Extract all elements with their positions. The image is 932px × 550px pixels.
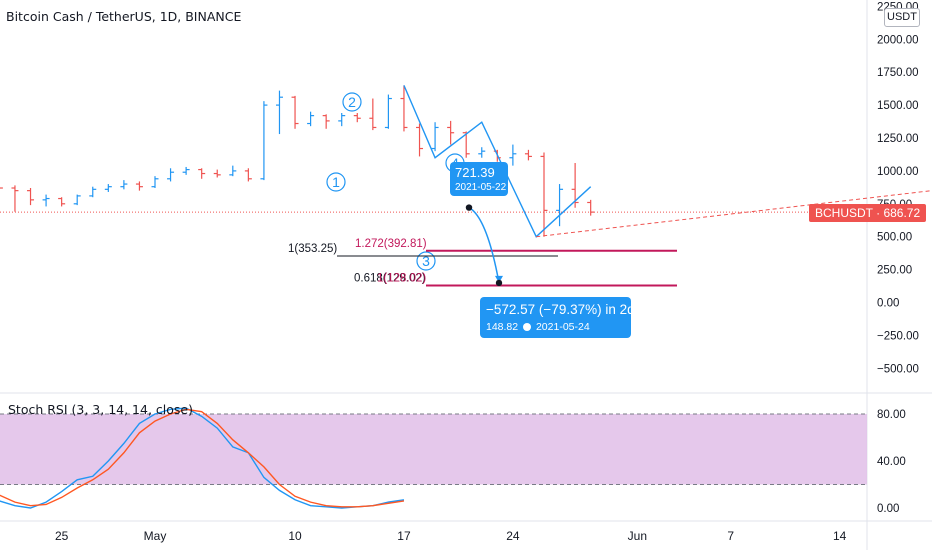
stoch-tick-label: 0.00 — [877, 503, 899, 515]
measure-start-label[interactable]: 721.39 2021-05-22 — [450, 162, 508, 196]
wave-label-circle — [326, 172, 346, 192]
price-tick-label: 1250.00 — [877, 133, 919, 145]
currency-badge[interactable]: USDT — [884, 8, 920, 27]
fib-label-0618-overlap: 1(128.02) — [377, 273, 426, 285]
price-tick-label: −250.00 — [877, 330, 919, 342]
measure-start-date: 2021-05-22 — [455, 182, 507, 193]
stoch-band-fill — [0, 414, 867, 485]
measure-start-price: 721.39 — [455, 165, 495, 180]
measure-result-label[interactable]: −572.57 (−79.37%) in 2d 148.82 2021-05-2… — [480, 297, 635, 338]
measure-end-date: 2021-05-24 — [535, 321, 590, 333]
current-price-tag: BCHUSDT · 686.72 — [809, 204, 927, 222]
price-tick-label: 1000.00 — [877, 166, 919, 178]
price-tick-label: 1750.00 — [877, 67, 919, 79]
time-tick-label: 10 — [288, 529, 302, 543]
fib-label-1: 1(353.25) — [288, 243, 337, 255]
stoch-tick-label: 80.00 — [877, 409, 906, 421]
price-tick-label: 500.00 — [877, 232, 912, 244]
wave-label-circle — [416, 251, 436, 271]
measure-end-price: 148.82 — [486, 321, 519, 333]
measure-end-row: 148.82 2021-05-24 — [486, 321, 590, 333]
projection-arrow-head — [495, 275, 503, 283]
stoch-tick-label: 40.00 — [877, 456, 906, 468]
time-tick-label: 25 — [55, 529, 69, 543]
projection-end-dot — [495, 279, 503, 287]
price-tick-label: −500.00 — [877, 363, 919, 375]
fib-label-1272: 1.272(392.81) — [355, 238, 427, 250]
measure-change: −572.57 (−79.37%) in 2d — [486, 302, 635, 317]
chart-title: Bitcoin Cash / TetherUS, 1D, BINANCE — [6, 9, 242, 24]
elliott-wave-line — [403, 85, 592, 238]
wave-label-number: 3 — [422, 253, 430, 269]
price-tick-label: 0.00 — [877, 298, 899, 310]
time-tick-label: 24 — [506, 529, 520, 543]
price-tick-label: 2000.00 — [877, 34, 919, 46]
stoch-rsi-title[interactable]: Stoch RSI (3, 3, 14, 14, close) — [8, 402, 193, 417]
stoch-series-k — [0, 407, 405, 509]
price-tick-label: 250.00 — [877, 265, 912, 277]
time-tick-label: May — [144, 529, 167, 543]
trend-line — [536, 190, 932, 238]
wave-label-number: 2 — [348, 94, 356, 110]
time-tick-label: Jun — [628, 529, 647, 543]
wave-label-number: 1 — [332, 174, 340, 190]
price-tick-label: 1500.00 — [877, 100, 919, 112]
fib-label-0618: 0.618(129.02) — [354, 273, 426, 285]
time-tick-label: 7 — [727, 529, 734, 543]
time-tick-label: 14 — [833, 529, 847, 543]
wave-label-circle — [342, 92, 362, 112]
clock-icon — [523, 323, 532, 331]
projection-start-dot — [465, 204, 473, 211]
stoch-series-d — [0, 408, 405, 508]
projection-arrow — [468, 206, 500, 284]
time-tick-label: 17 — [397, 529, 411, 543]
